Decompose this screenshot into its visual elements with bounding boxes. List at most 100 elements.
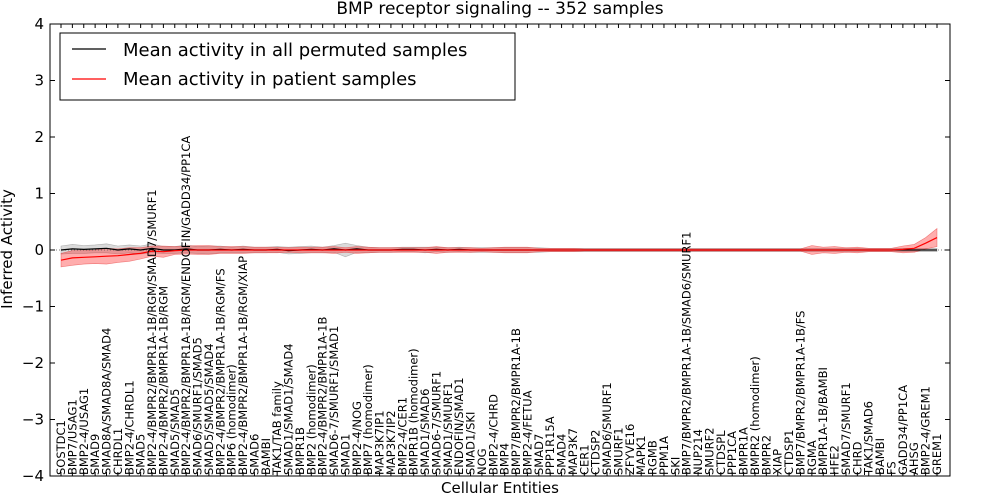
x-tick-label: BMP2-4/GREM1 bbox=[919, 386, 933, 475]
x-tick-label: SMAD8A/SMAD8A/SMAD4 bbox=[100, 328, 114, 475]
x-tick-label: ZFYVE16 bbox=[623, 424, 637, 475]
x-tick-label: SKI bbox=[668, 457, 682, 475]
x-tick-label: RGMA bbox=[805, 440, 819, 475]
y-tick-label: −2 bbox=[22, 354, 44, 372]
x-tick-label: SMAD7 bbox=[532, 434, 546, 475]
x-tick-label: CER1 bbox=[577, 444, 591, 475]
y-tick-labels: −4 −3 −2 −1 0 1 2 3 4 bbox=[22, 15, 950, 485]
x-tick-label: ENDOFIN/SMAD1 bbox=[452, 377, 466, 475]
x-tick-label: BMP7/BMPR2/BMPR1A-1B/FS bbox=[794, 311, 808, 475]
x-tick-label: SMAD1/SMURF1 bbox=[441, 382, 455, 475]
x-tick-label: MAP3K7IP1 bbox=[373, 410, 387, 475]
legend: Mean activity in all permuted samples Me… bbox=[59, 32, 516, 101]
x-tick-label: GADD34/PP1CA bbox=[896, 385, 910, 475]
legend-box bbox=[59, 32, 516, 101]
x-tick-label: GREM1 bbox=[930, 434, 944, 475]
y-tick-label: 4 bbox=[34, 15, 44, 33]
x-tick-label: TAK1/TAB family bbox=[270, 381, 284, 476]
x-tick-label: BMP2-4/CER1 bbox=[395, 397, 409, 475]
x-tick-label: MAP3K7 bbox=[566, 428, 580, 475]
x-tick-label: BMPR1B bbox=[293, 427, 307, 475]
x-tick-label: BMP2-4/CHRDL1 bbox=[122, 380, 136, 475]
x-tick-label: BMP7 (homodimer) bbox=[361, 364, 375, 475]
x-tick-label: RGMB bbox=[646, 440, 660, 475]
x-tick-label: TAK1/SMAD6 bbox=[862, 401, 876, 476]
x-tick-label: PPP1R15A bbox=[543, 416, 557, 475]
x-tick-label: SMAD5/SMAD5/SMAD4 bbox=[202, 343, 216, 475]
y-tick-label: 3 bbox=[34, 72, 44, 90]
plot-frame bbox=[49, 23, 951, 477]
x-tick-label: SMURF2 bbox=[703, 427, 717, 475]
x-tick-label: BMP4 bbox=[498, 443, 512, 475]
x-tick-label: BMP7/BMPR2/BMPR1A-1B/SMAD6/SMURF1 bbox=[680, 232, 694, 475]
x-tick-labels: SOSTDC1BMP7/USAG1BMP2-4/USAG1SMAD9SMAD8A… bbox=[54, 24, 944, 476]
x-tick-label: CTDSP2 bbox=[589, 430, 603, 475]
x-tick-label: SMAD5/SMAD5 bbox=[168, 389, 182, 475]
x-tick-label: CTDSPL bbox=[714, 430, 728, 475]
x-tick-label: BMP2-4/BMPR2/BMPR1A-1B/RGM/SMAD7/SMURF1 bbox=[145, 189, 159, 475]
x-tick-label: BMP2-4/BMPR2/BMPR1A-1B/RGM bbox=[156, 286, 170, 475]
x-tick-label: BMP2-4/USAG1 bbox=[77, 388, 91, 475]
x-tick-label: BMPR1B (homodimer) bbox=[407, 348, 421, 475]
x-tick-label: BMP7/USAG1 bbox=[65, 399, 79, 475]
x-tick-label: BAMBI bbox=[259, 438, 273, 475]
x-tick-label: CTDSP1 bbox=[782, 430, 796, 475]
x-tick-label: CHRDL1 bbox=[111, 428, 125, 475]
x-tick-label: BMP2-4/BMPR2/BMPR1A-1B/RGM/XIAP bbox=[236, 256, 250, 475]
legend-label-patient: Mean activity in patient samples bbox=[123, 69, 417, 90]
x-tick-label: BMPR1A-1B/BAMBI bbox=[816, 367, 830, 475]
x-tick-label: SMAD1 bbox=[338, 434, 352, 475]
y-tick-label: 0 bbox=[34, 241, 44, 259]
x-tick-label: BMP2-4/BMPR2/BMPR1A-1B/RGM/ENDOFIN/GADD3… bbox=[179, 136, 193, 475]
x-tick-label: SMAD6-7/SMURF1/SMAD1 bbox=[327, 326, 341, 475]
x-tick-label: NOG bbox=[475, 448, 489, 475]
x-tick-label: SMAD6/SMURF1/SMAD5 bbox=[191, 337, 205, 475]
x-tick-label: BMP2-4/BMPR2/BMPR1A-1B/RGM/FS bbox=[213, 268, 227, 475]
y-tick-label: −4 bbox=[22, 467, 44, 485]
x-tick-label: XIAP bbox=[771, 449, 785, 475]
x-tick-label: SMAD7/SMURF1 bbox=[839, 382, 853, 475]
plot-area bbox=[50, 227, 950, 268]
x-tick-label: BMP2-4/CHRD bbox=[486, 394, 500, 475]
x-tick-label: NUP214 bbox=[691, 429, 705, 475]
x-tick-label: HFE2 bbox=[828, 445, 842, 475]
legend-label-permuted: Mean activity in all permuted samples bbox=[123, 40, 467, 61]
x-tick-label: BMP2-4/NOG bbox=[350, 401, 364, 475]
x-tick-label: BAMBI bbox=[873, 438, 887, 475]
x-tick-label: SMAD6 bbox=[247, 434, 261, 475]
x-tick-label: BMP2-4/BMPR2/BMPR1A-1B bbox=[316, 317, 330, 475]
chart-title: BMP receptor signaling -- 352 samples bbox=[336, 0, 663, 19]
x-tick-label: SMAD5 bbox=[134, 434, 148, 475]
y-axis-label: Inferred Activity bbox=[0, 189, 16, 309]
x-axis-label: Cellular Entities bbox=[441, 479, 559, 497]
x-tick-label: BMP6 (homodimer) bbox=[225, 364, 239, 475]
x-tick-label: SMAD1/SMAD1/SMAD4 bbox=[282, 343, 296, 475]
x-tick-label: BMP2 (homodimer) bbox=[304, 364, 318, 475]
x-tick-label: SMAD9 bbox=[88, 434, 102, 475]
x-tick-label: BMPR1A bbox=[737, 427, 751, 475]
x-tick-label: FS bbox=[885, 461, 899, 475]
x-tick-label: AHSG bbox=[907, 442, 921, 475]
x-tick-label: SMURF1 bbox=[612, 427, 626, 475]
x-tick-label: SOSTDC1 bbox=[54, 420, 68, 475]
x-tick-label: SMAD1/SMAD6 bbox=[418, 389, 432, 475]
y-tick-label: −1 bbox=[22, 298, 44, 316]
x-tick-label: SMAD4 bbox=[555, 434, 569, 475]
x-tick-label: SMAD6/SMURF1 bbox=[600, 382, 614, 475]
y-tick-label: 1 bbox=[34, 185, 44, 203]
x-tick-label: MAPK1 bbox=[634, 435, 648, 475]
x-tick-label: PPP1CA bbox=[725, 431, 739, 475]
y-tick-label: 2 bbox=[34, 128, 44, 146]
confidence-band-patient bbox=[60, 227, 938, 268]
x-tick-label: SMAD1/SKI bbox=[464, 412, 478, 475]
x-tick-label: SMAD6-7/SMURF1 bbox=[429, 371, 443, 475]
x-tick-label: BMP7/BMPR2/BMPR1A-1B bbox=[509, 328, 523, 475]
x-tick-label: BMPR2 bbox=[759, 435, 773, 475]
x-tick-label: PPM1A bbox=[657, 436, 671, 475]
y-tick-label: −3 bbox=[22, 411, 44, 429]
x-tick-label: MAP3K7IP2 bbox=[384, 410, 398, 475]
series-line-patient bbox=[60, 237, 938, 261]
x-tick-label: CHRD bbox=[850, 441, 864, 475]
x-tick-label: BMPR2 (homodimer) bbox=[748, 356, 762, 475]
